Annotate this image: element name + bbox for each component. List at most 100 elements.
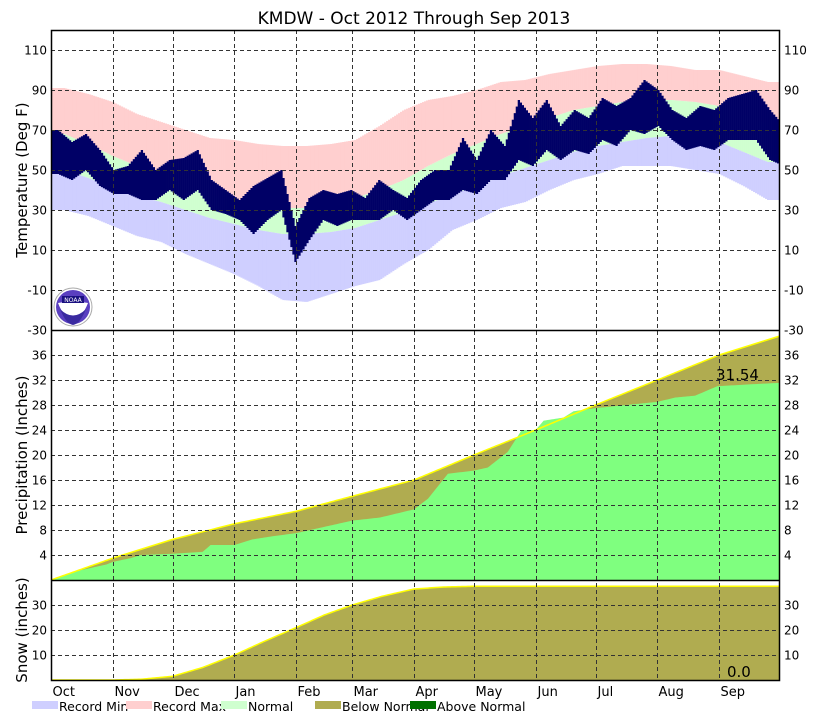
observed-temp-bar xyxy=(747,92,750,140)
record-max-bar xyxy=(589,67,592,108)
observed-temp-bar xyxy=(709,108,712,149)
record-max-bar xyxy=(62,88,66,134)
observed-temp-bar xyxy=(322,190,325,220)
record-min-bar xyxy=(587,148,590,177)
legend-record-max: Record Max xyxy=(153,699,226,714)
record-max-bar xyxy=(166,124,169,177)
record-min-bar xyxy=(388,216,391,274)
record-max-bar xyxy=(491,84,495,138)
observed-temp-bar xyxy=(459,142,463,192)
record-min-bar xyxy=(697,138,700,171)
record-min-bar xyxy=(168,204,171,247)
record-max-bar xyxy=(92,95,96,147)
record-max-bar xyxy=(156,120,160,173)
record-max-bar xyxy=(378,126,381,191)
normal-bar xyxy=(168,177,171,205)
observed-temp-bar xyxy=(186,155,189,198)
record-max-bar xyxy=(651,64,654,100)
record-min-bar xyxy=(689,137,692,170)
legend-swatch-above-normal xyxy=(410,701,436,709)
record-max-bar xyxy=(479,88,483,143)
record-max-bar xyxy=(463,92,467,149)
observed-temp-bar xyxy=(491,132,495,180)
observed-temp-bar xyxy=(222,188,225,214)
record-max-bar xyxy=(336,142,339,203)
record-min-bar xyxy=(563,155,566,184)
normal-bar xyxy=(408,177,411,211)
record-max-bar xyxy=(308,145,311,208)
observed-temp-bar xyxy=(593,109,596,148)
observed-temp-bar xyxy=(192,152,195,193)
record-min-bar xyxy=(218,220,221,269)
record-min-bar xyxy=(72,173,76,213)
record-max-bar xyxy=(178,128,181,182)
observed-temp-bar xyxy=(166,161,169,192)
record-min-bar xyxy=(92,180,96,219)
record-max-bar xyxy=(246,142,249,205)
observed-temp-bar xyxy=(216,184,219,212)
record-max-bar xyxy=(66,88,70,136)
observed-temp-bar xyxy=(507,132,511,175)
temperature-tick-left: -30 xyxy=(27,324,47,338)
record-max-bar xyxy=(533,77,536,123)
record-max-bar xyxy=(150,118,154,171)
record-min-bar xyxy=(477,185,481,219)
record-min-bar xyxy=(88,178,92,217)
record-max-bar xyxy=(380,125,383,190)
observed-temp-bar xyxy=(294,226,297,262)
record-min-bar xyxy=(491,179,495,213)
observed-temp-bar xyxy=(174,159,177,195)
observed-temp-bar xyxy=(102,155,106,189)
record-min-bar xyxy=(118,190,122,229)
record-min-bar xyxy=(206,217,209,264)
record-min-bar xyxy=(224,221,227,271)
record-max-bar xyxy=(354,140,357,199)
observed-temp-bar xyxy=(683,116,686,149)
record-max-bar xyxy=(234,140,237,203)
record-min-bar xyxy=(108,186,112,225)
record-max-bar xyxy=(324,144,327,205)
record-max-bar xyxy=(727,72,730,109)
temperature-tick-right: 70 xyxy=(784,124,799,138)
record-max-bar xyxy=(507,81,511,132)
record-max-bar xyxy=(721,70,724,107)
record-max-bar xyxy=(691,69,694,102)
observed-temp-bar xyxy=(431,171,435,202)
observed-temp-bar xyxy=(775,116,778,163)
observed-temp-bar xyxy=(338,193,341,226)
observed-temp-bar xyxy=(68,140,72,180)
month-tick-label: Jan xyxy=(235,685,256,700)
observed-temp-bar xyxy=(194,151,197,192)
temperature-tick-right: -10 xyxy=(784,284,804,298)
observed-temp-bar xyxy=(561,123,564,159)
record-max-bar xyxy=(689,69,692,102)
record-max-bar xyxy=(106,100,110,154)
record-min-bar xyxy=(134,195,138,236)
record-min-bar xyxy=(439,198,443,240)
record-min-bar xyxy=(671,136,674,167)
record-max-bar xyxy=(394,115,397,184)
record-max-bar xyxy=(350,140,353,200)
record-max-bar xyxy=(216,138,219,197)
record-max-bar xyxy=(511,81,515,131)
record-min-bar xyxy=(659,136,662,166)
observed-temp-bar xyxy=(727,98,730,140)
record-max-bar xyxy=(152,119,156,172)
observed-temp-bar xyxy=(382,182,385,218)
observed-temp-bar xyxy=(326,191,329,222)
record-min-bar xyxy=(392,215,395,272)
observed-temp-bar xyxy=(366,195,369,220)
record-max-bar xyxy=(565,71,568,113)
observed-temp-bar xyxy=(441,170,445,200)
record-max-bar xyxy=(214,138,217,196)
record-max-bar xyxy=(775,82,778,124)
record-min-bar xyxy=(140,197,144,238)
record-min-bar xyxy=(106,186,110,225)
observed-temp-bar xyxy=(210,180,213,210)
observed-temp-bar xyxy=(282,178,285,218)
record-max-bar xyxy=(370,130,373,193)
record-max-bar xyxy=(599,65,602,106)
observed-temp-bar xyxy=(380,181,383,219)
observed-temp-bar xyxy=(539,107,542,157)
record-max-bar xyxy=(431,99,435,164)
